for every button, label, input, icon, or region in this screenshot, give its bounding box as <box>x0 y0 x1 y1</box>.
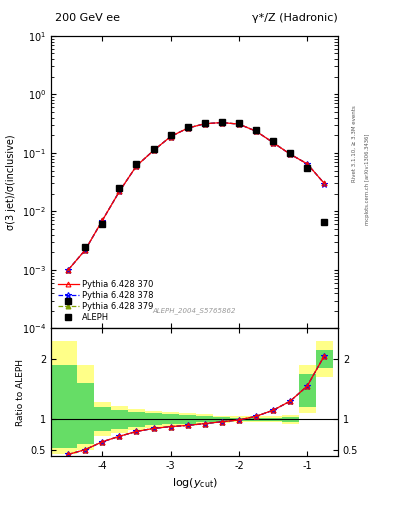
Pythia 6.428 379 <box>305 161 310 167</box>
Pythia 6.428 370 <box>305 161 310 167</box>
Y-axis label: σ(3 jet)/σ(inclusive): σ(3 jet)/σ(inclusive) <box>6 134 17 230</box>
Pythia 6.428 378 <box>185 125 190 131</box>
ALEPH <box>288 150 292 156</box>
Line: ALEPH: ALEPH <box>65 118 328 304</box>
Pythia 6.428 379 <box>151 147 156 154</box>
Pythia 6.428 370 <box>83 247 88 253</box>
Pythia 6.428 379 <box>237 121 241 127</box>
Pythia 6.428 370 <box>168 134 173 140</box>
Text: γ*/Z (Hadronic): γ*/Z (Hadronic) <box>252 13 338 23</box>
Text: mcplots.cern.ch [arXiv:1306.3436]: mcplots.cern.ch [arXiv:1306.3436] <box>365 134 371 225</box>
Pythia 6.428 378 <box>134 163 139 169</box>
Pythia 6.428 379 <box>134 163 139 169</box>
Pythia 6.428 370 <box>220 119 224 125</box>
Pythia 6.428 378 <box>83 247 88 253</box>
Pythia 6.428 370 <box>66 267 70 273</box>
Text: Rivet 3.1.10, ≥ 3.3M events: Rivet 3.1.10, ≥ 3.3M events <box>352 105 357 182</box>
Pythia 6.428 378 <box>66 267 70 273</box>
ALEPH <box>202 119 207 125</box>
ALEPH <box>66 297 70 304</box>
Pythia 6.428 378 <box>168 134 173 140</box>
ALEPH <box>83 244 88 250</box>
Pythia 6.428 379 <box>253 128 258 134</box>
Pythia 6.428 379 <box>83 247 88 253</box>
Pythia 6.428 378 <box>117 188 122 195</box>
Pythia 6.428 378 <box>151 147 156 154</box>
ALEPH <box>322 219 327 225</box>
Pythia 6.428 370 <box>237 121 241 127</box>
Text: ALEPH_2004_S5765862: ALEPH_2004_S5765862 <box>153 307 236 314</box>
Pythia 6.428 378 <box>253 128 258 134</box>
Legend: Pythia 6.428 370, Pythia 6.428 378, Pythia 6.428 379, ALEPH: Pythia 6.428 370, Pythia 6.428 378, Pyth… <box>55 277 156 324</box>
Pythia 6.428 378 <box>305 161 310 167</box>
ALEPH <box>151 146 156 153</box>
ALEPH <box>253 126 258 133</box>
Pythia 6.428 370 <box>271 139 275 145</box>
Pythia 6.428 378 <box>322 180 327 186</box>
Pythia 6.428 379 <box>202 121 207 127</box>
ALEPH <box>117 185 122 191</box>
Pythia 6.428 379 <box>185 125 190 131</box>
ALEPH <box>100 221 105 227</box>
Pythia 6.428 379 <box>322 180 327 186</box>
Pythia 6.428 379 <box>220 119 224 125</box>
ALEPH <box>185 123 190 130</box>
Line: Pythia 6.428 378: Pythia 6.428 378 <box>65 119 327 273</box>
ALEPH <box>237 120 241 126</box>
ALEPH <box>134 161 139 167</box>
Pythia 6.428 378 <box>202 121 207 127</box>
Y-axis label: Ratio to ALEPH: Ratio to ALEPH <box>16 358 25 425</box>
Pythia 6.428 379 <box>100 218 105 224</box>
ALEPH <box>271 138 275 144</box>
ALEPH <box>220 119 224 125</box>
Pythia 6.428 379 <box>271 139 275 145</box>
Pythia 6.428 370 <box>322 180 327 186</box>
Pythia 6.428 370 <box>100 218 105 224</box>
Pythia 6.428 378 <box>271 140 275 146</box>
Pythia 6.428 379 <box>288 151 292 157</box>
Pythia 6.428 379 <box>66 267 70 273</box>
Pythia 6.428 370 <box>288 151 292 157</box>
X-axis label: $\log(y_{\rm cut})$: $\log(y_{\rm cut})$ <box>172 476 217 490</box>
Pythia 6.428 379 <box>117 188 122 195</box>
Pythia 6.428 370 <box>134 163 139 169</box>
Line: Pythia 6.428 370: Pythia 6.428 370 <box>66 120 327 272</box>
Pythia 6.428 370 <box>117 188 122 195</box>
Pythia 6.428 379 <box>168 134 173 140</box>
Pythia 6.428 378 <box>220 119 224 125</box>
Line: Pythia 6.428 379: Pythia 6.428 379 <box>66 120 327 272</box>
Pythia 6.428 370 <box>185 125 190 131</box>
ALEPH <box>305 165 310 171</box>
Pythia 6.428 378 <box>237 121 241 127</box>
Text: 200 GeV ee: 200 GeV ee <box>55 13 120 23</box>
ALEPH <box>168 132 173 138</box>
Pythia 6.428 370 <box>253 128 258 134</box>
Pythia 6.428 378 <box>288 151 292 157</box>
Pythia 6.428 378 <box>100 218 105 224</box>
Pythia 6.428 370 <box>151 147 156 154</box>
Pythia 6.428 370 <box>202 121 207 127</box>
